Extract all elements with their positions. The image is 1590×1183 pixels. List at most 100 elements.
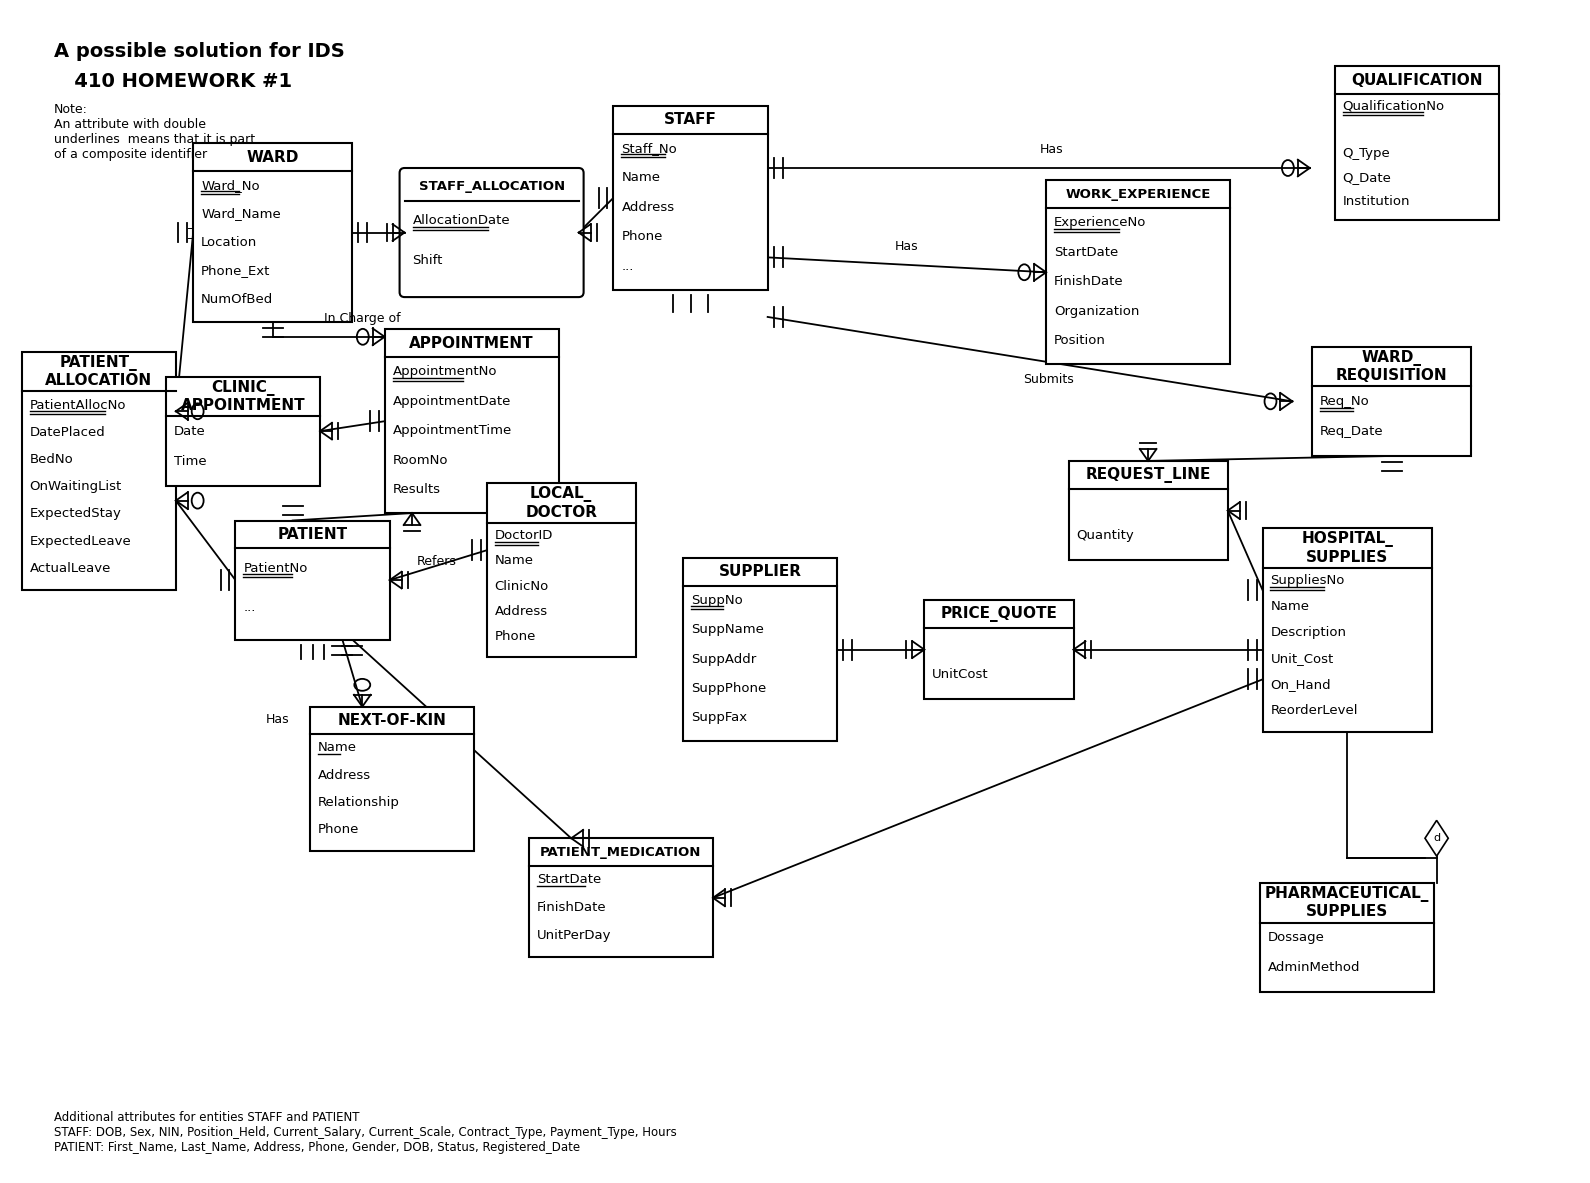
Bar: [1259, 883, 1434, 993]
Bar: [385, 329, 558, 513]
FancyBboxPatch shape: [399, 168, 584, 297]
Text: Dossage: Dossage: [1267, 931, 1324, 944]
Text: RoomNo: RoomNo: [393, 453, 448, 466]
Text: PatientNo: PatientNo: [243, 562, 308, 575]
Text: WARD: WARD: [246, 149, 299, 164]
Text: Name: Name: [318, 742, 358, 755]
Text: Shift: Shift: [412, 254, 444, 267]
Text: PRICE_QUOTE: PRICE_QUOTE: [941, 606, 1057, 622]
Bar: [192, 143, 353, 322]
Text: Address: Address: [494, 605, 547, 618]
Text: BedNo: BedNo: [30, 453, 73, 466]
Text: ExperienceNo: ExperienceNo: [1054, 216, 1146, 230]
Text: Organization: Organization: [1054, 305, 1140, 318]
Text: Req_Date: Req_Date: [1320, 425, 1383, 438]
Text: 410 HOMEWORK #1: 410 HOMEWORK #1: [54, 72, 293, 91]
Text: ClinicNo: ClinicNo: [494, 580, 549, 593]
Text: NEXT-OF-KIN: NEXT-OF-KIN: [337, 713, 447, 728]
Text: REQUEST_LINE: REQUEST_LINE: [1086, 467, 1212, 483]
Text: ExpectedLeave: ExpectedLeave: [30, 535, 132, 548]
Bar: [1334, 66, 1499, 220]
Bar: [1312, 347, 1471, 455]
Text: PHARMACEUTICAL_
SUPPLIES: PHARMACEUTICAL_ SUPPLIES: [1266, 886, 1429, 919]
Text: Address: Address: [622, 201, 674, 214]
Text: PATIENT_MEDICATION: PATIENT_MEDICATION: [541, 846, 701, 859]
Text: DoctorID: DoctorID: [494, 529, 553, 542]
Text: FinishDate: FinishDate: [1054, 276, 1124, 289]
Bar: [22, 351, 176, 590]
Bar: [1068, 461, 1227, 561]
Text: CLINIC_
APPOINTMENT: CLINIC_ APPOINTMENT: [181, 380, 305, 413]
Text: Results: Results: [393, 483, 440, 496]
Text: PATIENT_
ALLOCATION: PATIENT_ ALLOCATION: [45, 355, 153, 388]
Text: AppointmentTime: AppointmentTime: [393, 425, 512, 438]
Text: Has: Has: [266, 712, 289, 725]
Text: APPOINTMENT: APPOINTMENT: [409, 336, 534, 351]
Bar: [310, 706, 474, 851]
Text: d: d: [1433, 833, 1441, 843]
Text: QUALIFICATION: QUALIFICATION: [1352, 72, 1482, 88]
Text: Relationship: Relationship: [318, 795, 401, 808]
Bar: [235, 521, 390, 640]
Text: PATIENT: PATIENT: [278, 526, 348, 542]
Text: On_Hand: On_Hand: [1270, 678, 1331, 691]
Bar: [1046, 181, 1231, 364]
Text: Refers: Refers: [417, 555, 456, 568]
Text: Unit_Cost: Unit_Cost: [1270, 652, 1334, 665]
Text: ActualLeave: ActualLeave: [30, 562, 111, 575]
Text: Name: Name: [494, 555, 534, 568]
Text: ...: ...: [622, 259, 634, 272]
Text: PatientAllocNo: PatientAllocNo: [30, 399, 126, 412]
Text: AllocationDate: AllocationDate: [412, 214, 510, 227]
Text: DatePlaced: DatePlaced: [30, 426, 105, 439]
Text: Submits: Submits: [1024, 374, 1073, 387]
Text: SuppNo: SuppNo: [692, 594, 743, 607]
Text: Staff_No: Staff_No: [622, 142, 677, 155]
Bar: [924, 600, 1073, 699]
Text: Name: Name: [1270, 600, 1310, 613]
Text: WARD_
REQUISITION: WARD_ REQUISITION: [1336, 350, 1447, 383]
Text: ...: ...: [243, 601, 256, 614]
Bar: [529, 839, 712, 957]
Text: StartDate: StartDate: [537, 873, 601, 886]
Text: OnWaitingList: OnWaitingList: [30, 480, 122, 493]
Text: Has: Has: [895, 240, 919, 253]
Text: SuppliesNo: SuppliesNo: [1270, 574, 1345, 587]
Text: NumOfBed: NumOfBed: [200, 292, 273, 305]
Text: ReorderLevel: ReorderLevel: [1270, 704, 1358, 717]
Text: Quantity: Quantity: [1076, 529, 1134, 542]
Text: FinishDate: FinishDate: [537, 901, 606, 914]
Text: Position: Position: [1054, 334, 1107, 347]
Text: Location: Location: [200, 235, 258, 248]
Text: STAFF: STAFF: [665, 112, 717, 128]
Text: Name: Name: [622, 172, 660, 185]
Text: SuppFax: SuppFax: [692, 711, 747, 724]
Text: UnitCost: UnitCost: [932, 668, 989, 681]
Bar: [1262, 528, 1431, 731]
Text: STAFF_ALLOCATION: STAFF_ALLOCATION: [418, 180, 564, 193]
Text: Has: Has: [1040, 143, 1064, 156]
Text: SuppAddr: SuppAddr: [692, 653, 757, 666]
Text: Phone: Phone: [318, 822, 359, 835]
Text: Date: Date: [173, 425, 205, 438]
Text: SUPPLIER: SUPPLIER: [719, 564, 801, 580]
Bar: [614, 106, 768, 290]
Text: Phone: Phone: [622, 231, 663, 244]
Text: Address: Address: [318, 769, 370, 782]
Text: Ward_No: Ward_No: [200, 179, 259, 192]
Text: Req_No: Req_No: [1320, 395, 1371, 408]
Text: WORK_EXPERIENCE: WORK_EXPERIENCE: [1065, 188, 1212, 201]
Text: AdminMethod: AdminMethod: [1267, 962, 1361, 975]
Text: A possible solution for IDS: A possible solution for IDS: [54, 41, 345, 60]
Text: In Charge of: In Charge of: [324, 312, 401, 325]
Text: QualificationNo: QualificationNo: [1342, 99, 1445, 112]
Text: Q_Date: Q_Date: [1342, 170, 1391, 183]
Text: Additional attributes for entities STAFF and PATIENT
STAFF: DOB, Sex, NIN, Posit: Additional attributes for entities STAFF…: [54, 1111, 677, 1155]
Text: Q_Type: Q_Type: [1342, 147, 1390, 160]
Text: StartDate: StartDate: [1054, 246, 1118, 259]
Text: Phone_Ext: Phone_Ext: [200, 264, 270, 277]
Bar: [165, 376, 320, 486]
Text: Phone: Phone: [494, 631, 536, 644]
Bar: [684, 557, 838, 742]
Text: AppointmentNo: AppointmentNo: [393, 366, 498, 379]
